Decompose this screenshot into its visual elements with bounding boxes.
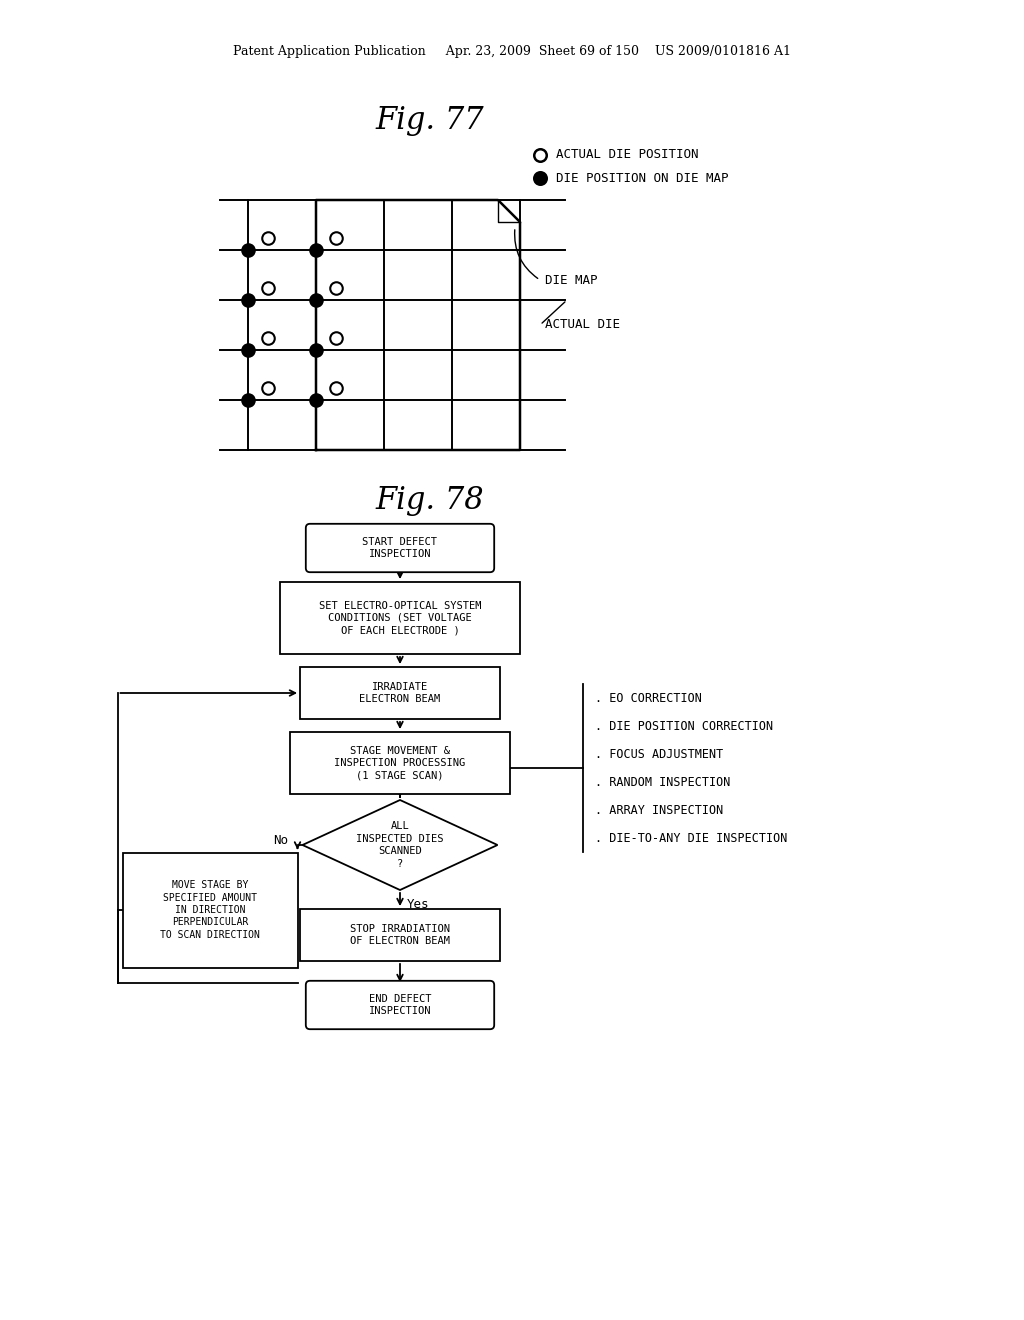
Text: DIE POSITION ON DIE MAP: DIE POSITION ON DIE MAP	[556, 172, 728, 185]
Text: . DIE-TO-ANY DIE INSPECTION: . DIE-TO-ANY DIE INSPECTION	[595, 832, 787, 845]
Bar	[300, 667, 500, 719]
Text: . RANDOM INSPECTION: . RANDOM INSPECTION	[595, 776, 730, 788]
Bar	[123, 853, 298, 968]
Text: SET ELECTRO-OPTICAL SYSTEM
CONDITIONS (SET VOLTAGE
OF EACH ELECTRODE ): SET ELECTRO-OPTICAL SYSTEM CONDITIONS (S…	[318, 601, 481, 635]
Text: MOVE STAGE BY
SPECIFIED AMOUNT
IN DIRECTION
PERPENDICULAR
TO SCAN DIRECTION: MOVE STAGE BY SPECIFIED AMOUNT IN DIRECT…	[160, 880, 260, 940]
Text: Yes: Yes	[407, 898, 429, 911]
FancyBboxPatch shape	[306, 981, 495, 1030]
Text: START DEFECT
INSPECTION: START DEFECT INSPECTION	[362, 537, 437, 560]
Text: . FOCUS ADJUSTMENT: . FOCUS ADJUSTMENT	[595, 747, 723, 760]
Bar	[300, 909, 500, 961]
Text: Fig. 77: Fig. 77	[376, 104, 484, 136]
Polygon shape	[302, 800, 498, 890]
Text: No: No	[273, 833, 288, 846]
Text: IRRADIATE
ELECTRON BEAM: IRRADIATE ELECTRON BEAM	[359, 682, 440, 704]
Text: . EO CORRECTION: . EO CORRECTION	[595, 692, 701, 705]
Text: ACTUAL DIE POSITION: ACTUAL DIE POSITION	[556, 149, 698, 161]
Text: Patent Application Publication     Apr. 23, 2009  Sheet 69 of 150    US 2009/010: Patent Application Publication Apr. 23, …	[233, 45, 791, 58]
Text: . ARRAY INSPECTION: . ARRAY INSPECTION	[595, 804, 723, 817]
Text: Fig. 78: Fig. 78	[376, 484, 484, 516]
Text: ACTUAL DIE: ACTUAL DIE	[545, 318, 620, 331]
FancyBboxPatch shape	[306, 524, 495, 572]
Text: STAGE MOVEMENT &
INSPECTION PROCESSING
(1 STAGE SCAN): STAGE MOVEMENT & INSPECTION PROCESSING (…	[335, 746, 466, 780]
Bar	[290, 733, 510, 795]
Bar	[280, 582, 520, 653]
Text: DIE MAP: DIE MAP	[545, 273, 597, 286]
Text: ALL
INSPECTED DIES
SCANNED
?: ALL INSPECTED DIES SCANNED ?	[356, 821, 443, 869]
Text: END DEFECT
INSPECTION: END DEFECT INSPECTION	[369, 994, 431, 1016]
Text: STOP IRRADIATION
OF ELECTRON BEAM: STOP IRRADIATION OF ELECTRON BEAM	[350, 924, 450, 946]
Text: . DIE POSITION CORRECTION: . DIE POSITION CORRECTION	[595, 719, 773, 733]
